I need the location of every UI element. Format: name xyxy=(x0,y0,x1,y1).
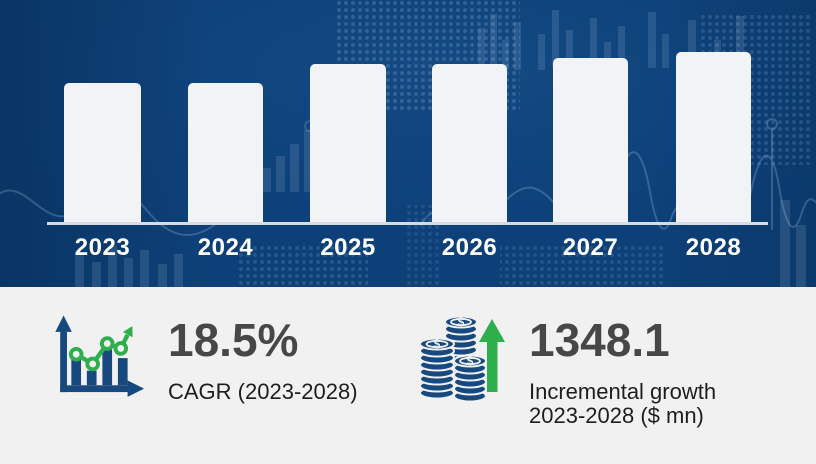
incremental-growth-label-line1: Incremental growth xyxy=(529,379,717,404)
bar-group-2025: 2025 xyxy=(310,0,386,287)
year-label-2027: 2027 xyxy=(562,234,619,261)
bar-2026 xyxy=(432,64,507,222)
year-label-2026: 2026 xyxy=(441,234,498,261)
svg-text:$: $ xyxy=(434,337,441,351)
bar-group-2024: 2024 xyxy=(188,0,263,287)
growth-chart-icon xyxy=(55,315,145,397)
bar-2027 xyxy=(553,58,628,222)
x-axis-line xyxy=(47,222,768,225)
year-label-2023: 2023 xyxy=(74,234,131,261)
stats-section: 18.5% CAGR (2023-2028) $ $ xyxy=(0,287,816,464)
bar-2023 xyxy=(64,83,141,222)
bar-group-2028: 2028 xyxy=(676,0,751,287)
bar-group-2026: 2026 xyxy=(432,0,507,287)
bar-2025 xyxy=(310,64,386,222)
bar-2024 xyxy=(188,83,263,222)
cagr-value: 18.5% xyxy=(168,314,299,366)
up-arrow-icon xyxy=(479,319,505,392)
svg-text:$: $ xyxy=(467,354,474,368)
chart-section: 2023 2024 2025 2026 2027 2028 xyxy=(0,0,816,287)
year-label-2025: 2025 xyxy=(320,234,376,261)
year-label-2028: 2028 xyxy=(685,234,742,261)
incremental-growth-label: Incremental growth 2023-2028 ($ mn) xyxy=(529,380,716,428)
coins-icon: $ $ $ xyxy=(419,315,505,403)
bar-group-2027: 2027 xyxy=(553,0,628,287)
cagr-label: CAGR (2023-2028) xyxy=(168,379,358,404)
year-label-2024: 2024 xyxy=(197,234,254,261)
incremental-growth-value: 1348.1 xyxy=(529,314,670,366)
bar-group-2023: 2023 xyxy=(64,0,141,287)
svg-text:$: $ xyxy=(458,315,465,329)
incremental-growth-label-line2: 2023-2028 ($ mn) xyxy=(529,403,704,428)
bar-2028 xyxy=(676,52,751,222)
